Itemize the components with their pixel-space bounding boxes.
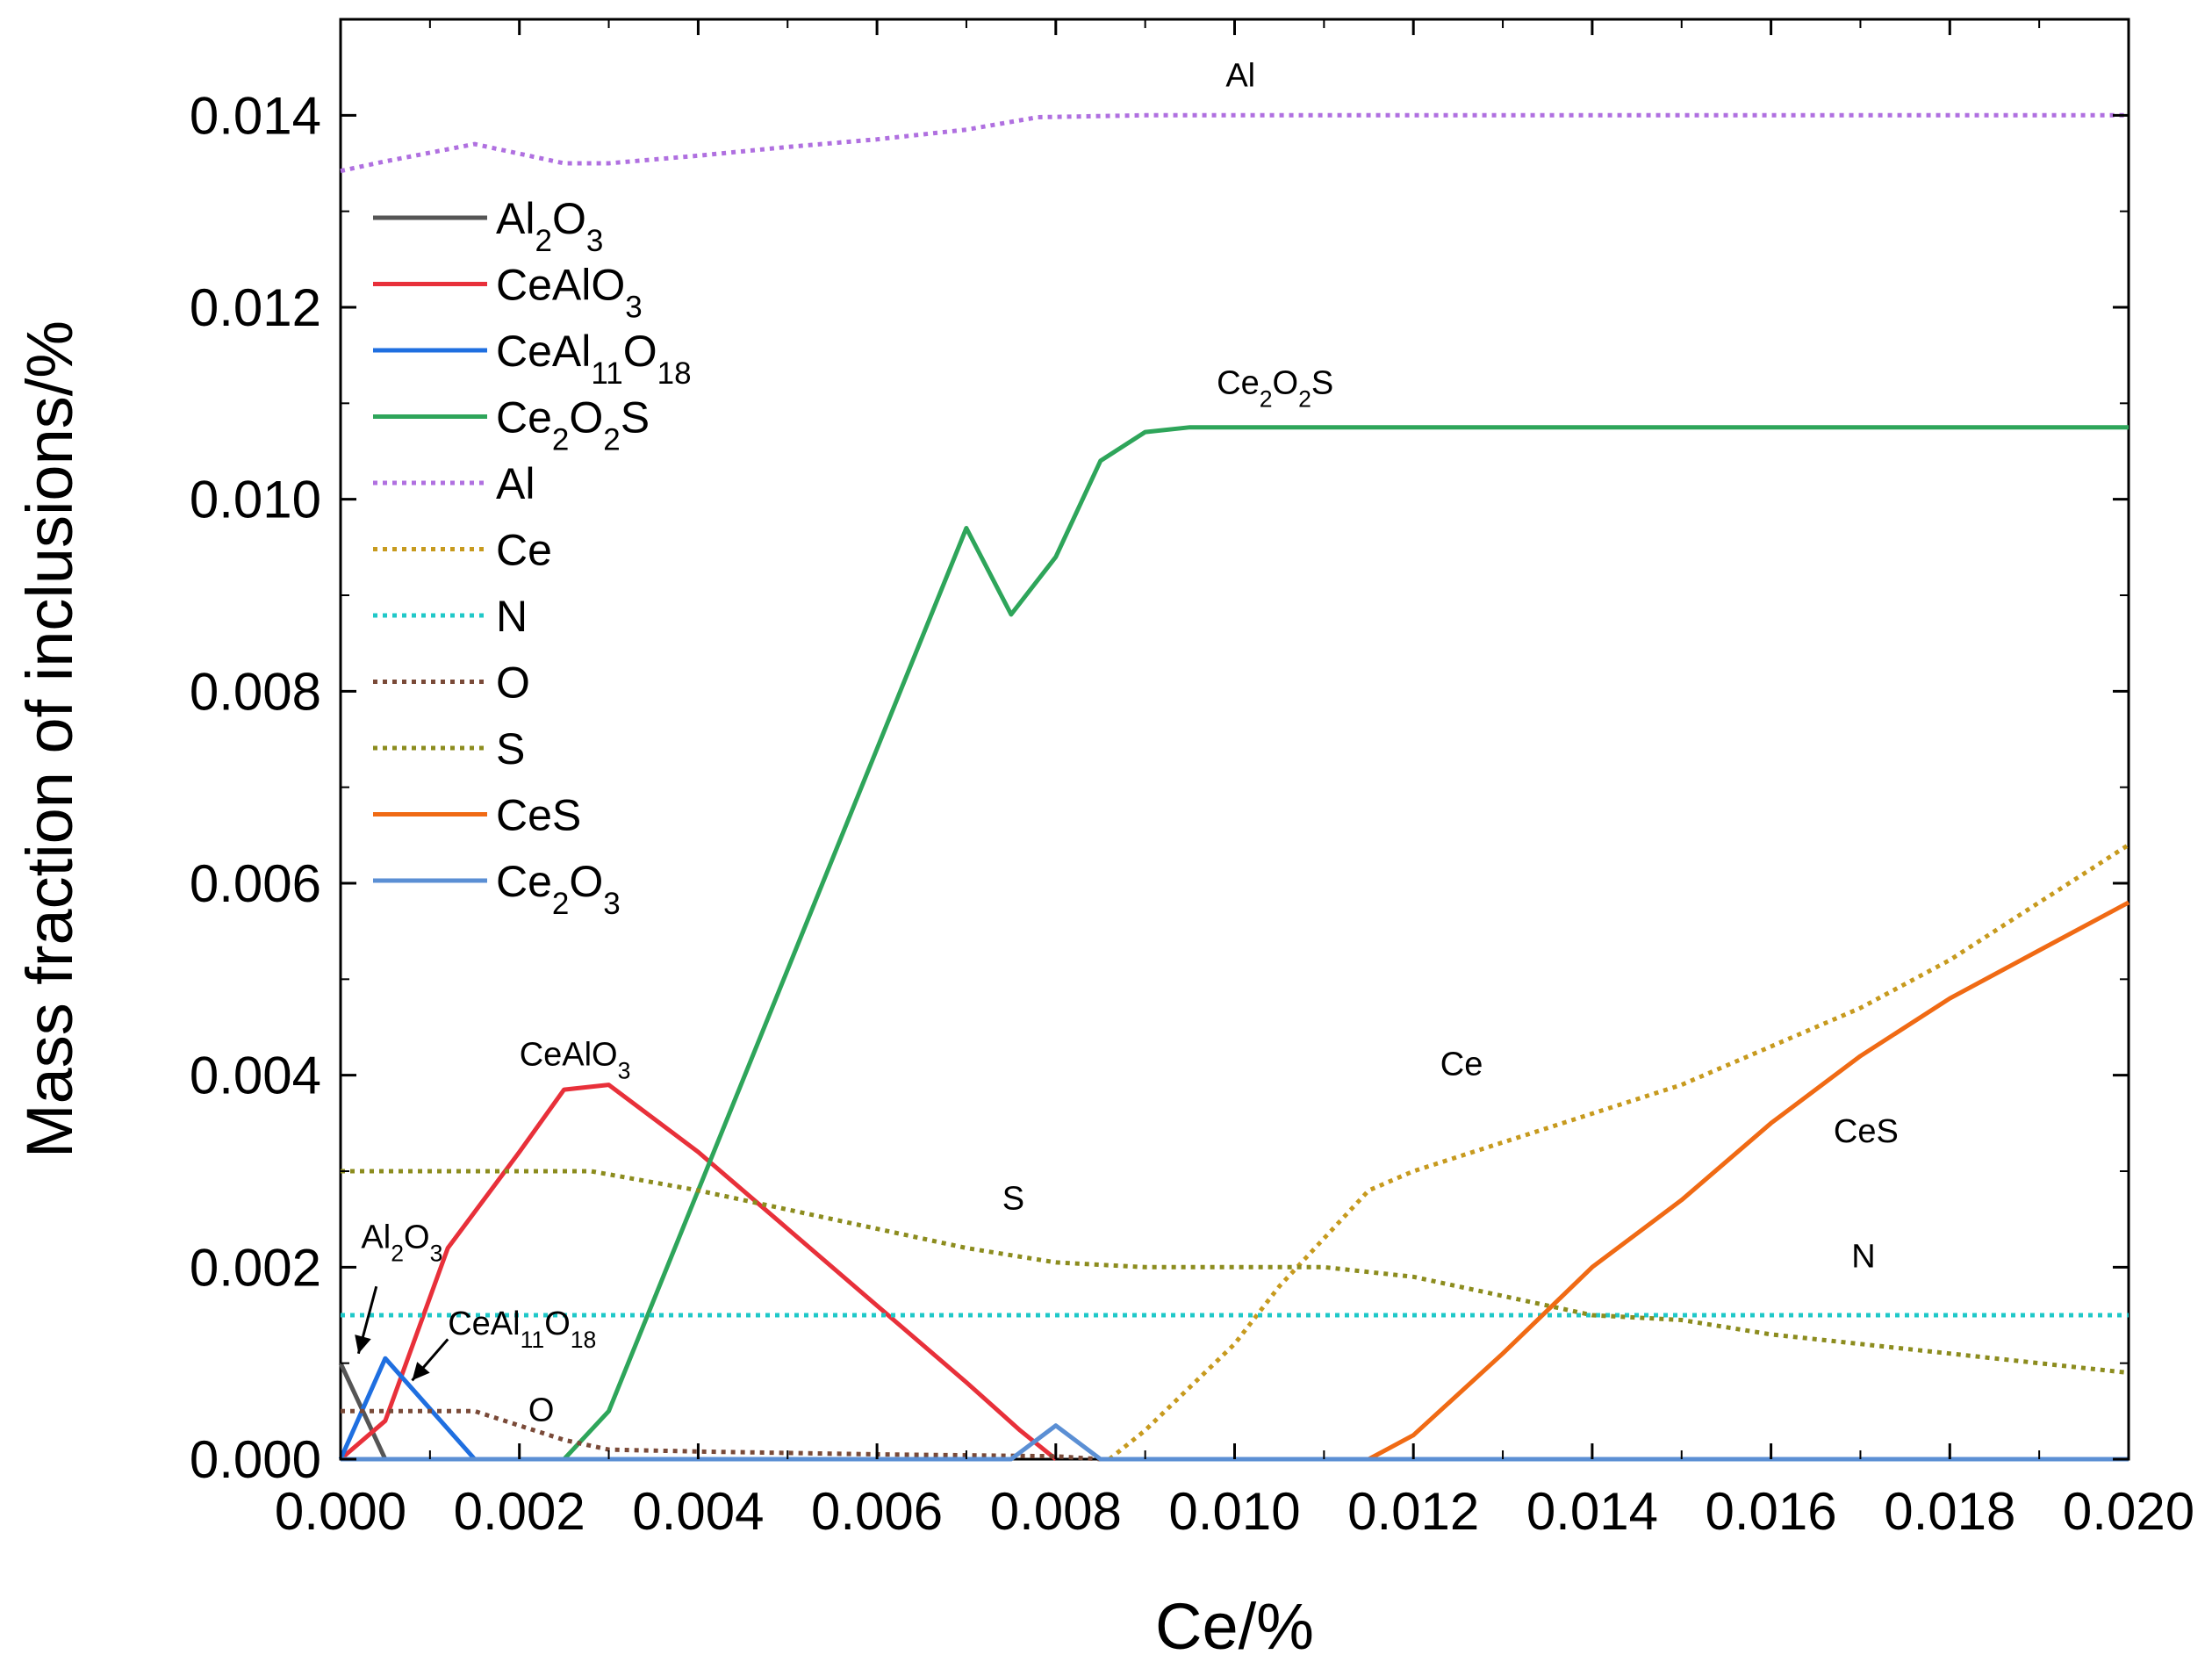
legend-label-ce2o3: Ce2O3 xyxy=(496,857,621,921)
x-tick-label: 0.012 xyxy=(1347,1482,1479,1541)
x-tick-label: 0.002 xyxy=(454,1482,585,1541)
annot-al: Al xyxy=(1225,58,1255,95)
series-line-cealo3 xyxy=(339,1083,1058,1461)
y-tick-label: 0.000 xyxy=(190,1430,321,1489)
y-tick-label: 0.004 xyxy=(190,1047,321,1105)
y-tick-label: 0.014 xyxy=(190,86,321,145)
legend-label-n: N xyxy=(496,592,528,641)
series-line-ce xyxy=(1108,843,2130,1461)
legend-label-al2o3: Al2O3 xyxy=(496,194,603,258)
annot-o: O xyxy=(528,1392,555,1428)
x-tick-label: 0.008 xyxy=(990,1482,1122,1541)
x-tick-label: 0.010 xyxy=(1168,1482,1300,1541)
annot-n: N xyxy=(1851,1238,1875,1275)
x-tick-label: 0.018 xyxy=(1884,1482,2015,1541)
legend-label-cealo3: CeAlO3 xyxy=(496,261,643,325)
x-tick-label: 0.000 xyxy=(275,1482,406,1541)
legend-label-ce: Ce xyxy=(496,526,552,575)
legend-label-ceal11o18: CeAl11O18 xyxy=(496,327,692,391)
x-tick-label: 0.006 xyxy=(811,1482,943,1541)
y-tick-label: 0.012 xyxy=(190,278,321,337)
annot-cealo3: CeAlO3 xyxy=(520,1037,631,1084)
annot-ce2o2s: Ce2O2S xyxy=(1217,364,1333,412)
x-tick-label: 0.020 xyxy=(2063,1482,2194,1541)
x-axis-title: Ce/% xyxy=(1155,1590,1314,1663)
legend-label-al: Al xyxy=(496,459,535,508)
legend-label-o: O xyxy=(496,658,530,708)
annot-ceal11o18: CeAl11O18 xyxy=(448,1306,596,1353)
legend-label-s: S xyxy=(496,724,525,773)
y-tick-label: 0.002 xyxy=(190,1238,321,1297)
series-line-ces xyxy=(1368,900,2130,1462)
y-axis-title: Mass fraction of inclusions/% xyxy=(13,320,86,1158)
annot-s: S xyxy=(1002,1181,1024,1218)
series-line-al xyxy=(340,112,2129,174)
x-tick-label: 0.016 xyxy=(1706,1482,1837,1541)
y-tick-label: 0.008 xyxy=(190,662,321,721)
annot-ces: CeS xyxy=(1834,1113,1899,1150)
arrow-ceal11o18-head xyxy=(412,1362,430,1381)
series-layer xyxy=(338,112,2130,1462)
x-tick-label: 0.004 xyxy=(632,1482,764,1541)
y-tick-label: 0.010 xyxy=(190,471,321,529)
series-line-ce2o2s xyxy=(562,425,2129,1461)
arrow-al2o3-head xyxy=(355,1334,371,1354)
legend-label-ces: CeS xyxy=(496,791,581,840)
annot-al2o3: Al2O3 xyxy=(361,1219,442,1266)
x-tick-label: 0.014 xyxy=(1526,1482,1658,1541)
axis-layer: 0.000 0.002 0.004 0.006 0.008 0.010 0.012 0.014… xyxy=(190,19,2194,1541)
annot-ce: Ce xyxy=(1440,1047,1483,1083)
y-tick-label: 0.006 xyxy=(190,854,321,913)
legend-label-ce2o2s: Ce2O2S xyxy=(496,393,650,457)
